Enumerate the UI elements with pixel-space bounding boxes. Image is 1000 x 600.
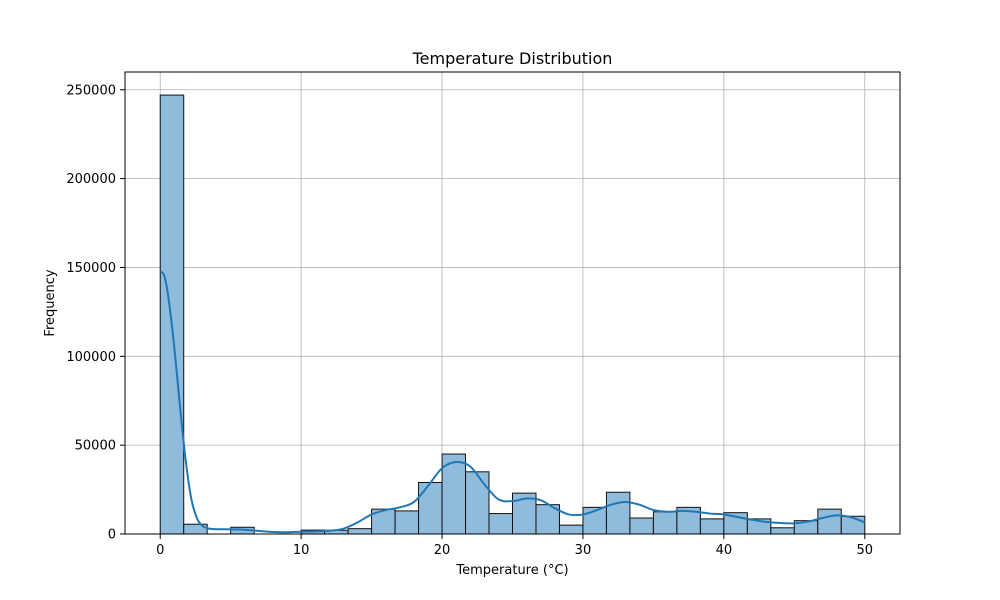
histogram-bar xyxy=(465,471,490,535)
kde-curve xyxy=(159,270,866,534)
histogram-bar xyxy=(652,511,678,535)
plot-frame xyxy=(124,71,901,535)
histogram-bar xyxy=(159,94,185,535)
x-tick-label: 40 xyxy=(716,543,733,558)
y-axis-label: Frequency xyxy=(43,269,58,336)
histogram-bar xyxy=(770,527,795,535)
x-axis-ticks: 0 10 20 30 40 50 xyxy=(156,534,873,558)
x-tick-label: 0 xyxy=(156,543,164,558)
y-tick-label: 50000 xyxy=(75,439,116,454)
x-axis-label: Temperature (°C) xyxy=(455,563,568,578)
y-tick-label: 250000 xyxy=(66,83,116,98)
histogram-bar xyxy=(558,524,584,535)
histogram-bar xyxy=(817,508,842,535)
histogram-bar xyxy=(840,515,866,535)
histogram-bar xyxy=(488,513,514,535)
x-tick-label: 10 xyxy=(293,543,310,558)
x-tick-label: 30 xyxy=(575,543,592,558)
histogram-bar xyxy=(629,517,654,535)
chart-title: Temperature Distribution xyxy=(412,49,613,68)
x-tick-label: 20 xyxy=(434,543,451,558)
histogram-bar xyxy=(699,518,725,535)
histogram-bar xyxy=(418,481,443,535)
y-axis-ticks: 0 50000 100000 150000 200000 250000 xyxy=(66,83,125,543)
y-tick-label: 0 xyxy=(108,528,116,543)
y-tick-label: 100000 xyxy=(66,350,116,365)
histogram-bar xyxy=(605,491,631,535)
kde-curve-group xyxy=(159,270,866,534)
histogram-bar xyxy=(347,528,373,535)
y-tick-label: 200000 xyxy=(66,172,116,187)
y-tick-label: 150000 xyxy=(66,261,116,276)
histogram-bar xyxy=(394,510,420,535)
x-tick-label: 50 xyxy=(856,543,873,558)
